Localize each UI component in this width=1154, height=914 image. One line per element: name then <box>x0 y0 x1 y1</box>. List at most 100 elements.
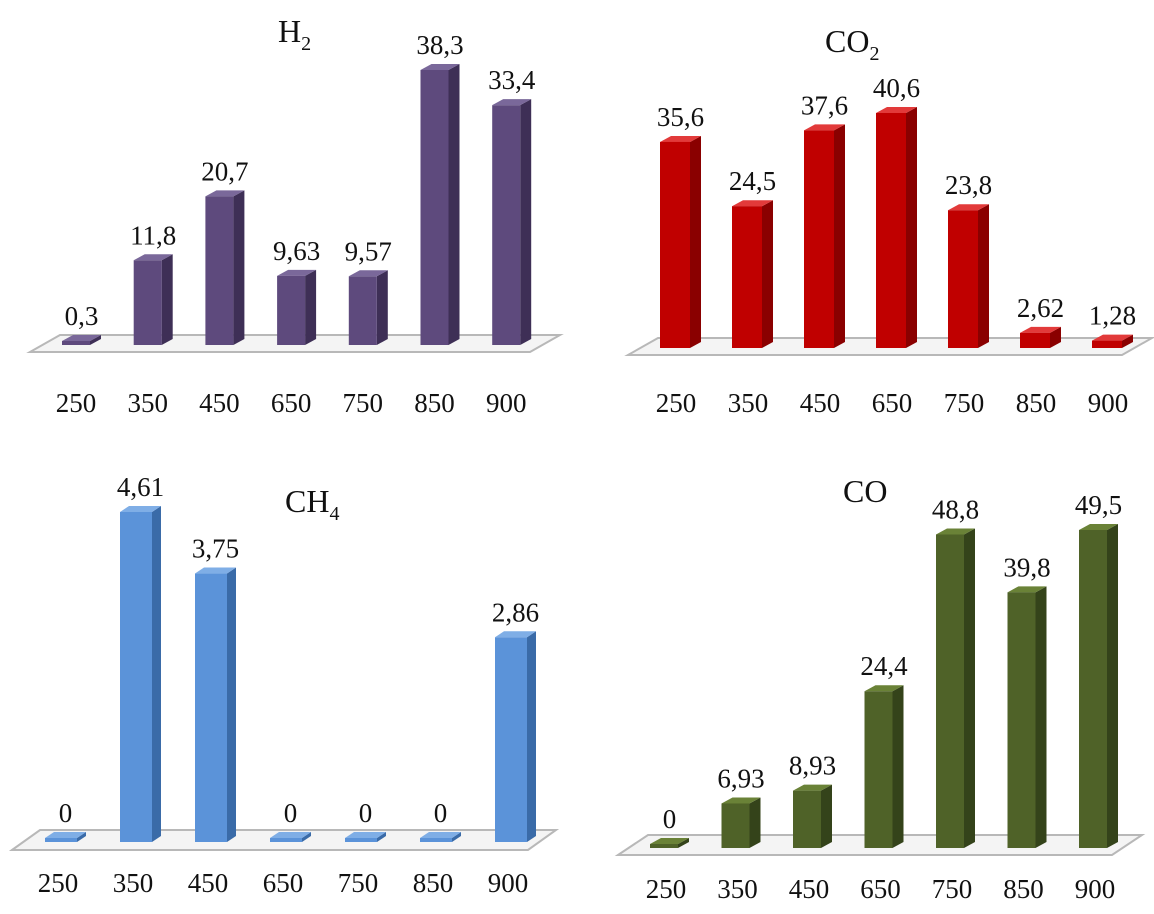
chart-title: CO <box>843 473 887 509</box>
bar-side-face <box>520 99 532 345</box>
bar-900 <box>1079 524 1118 848</box>
bar-top-face <box>721 797 761 804</box>
bar-side-face <box>1035 586 1047 848</box>
data-label: 20,7 <box>201 156 248 186</box>
bar-side-face <box>821 784 832 848</box>
bar-850 <box>420 832 461 842</box>
chart-title: CO2 <box>825 23 879 65</box>
data-label: 37,6 <box>801 90 848 120</box>
x-tick-label: 850 <box>413 868 454 898</box>
bar-side-face <box>1122 334 1133 348</box>
data-label: 23,8 <box>945 170 992 200</box>
bar-top-face <box>495 631 536 638</box>
chart-panel-2: CO2 35,6 250 24,5 350 37,6 450 40,6 650 23,8 750 2,… <box>624 23 1154 418</box>
bar-top-face <box>650 838 689 844</box>
bar-top-face <box>420 832 461 838</box>
bar-front-face <box>62 341 90 345</box>
data-label: 6,93 <box>717 763 764 793</box>
x-tick-label: 750 <box>343 388 384 418</box>
bar-side-face <box>448 64 460 345</box>
bar-top-face <box>348 270 388 277</box>
data-label: 24,5 <box>729 166 776 196</box>
x-tick-label: 650 <box>271 388 312 418</box>
bar-900 <box>492 99 532 345</box>
x-tick-label: 750 <box>932 874 973 904</box>
data-label: 0 <box>663 804 677 834</box>
data-label: 9,63 <box>273 236 320 266</box>
bar-front-face <box>793 790 821 848</box>
bar-front-face <box>660 141 690 348</box>
bar-top-face <box>1007 586 1047 593</box>
chart-title-main: CO <box>825 23 869 59</box>
bar-750 <box>348 270 388 345</box>
bar-250 <box>660 135 701 348</box>
bar-front-face <box>120 512 152 842</box>
bar-850 <box>1007 586 1047 848</box>
data-label: 2,62 <box>1017 293 1064 323</box>
data-label: 39,8 <box>1003 552 1050 582</box>
bar-450 <box>195 567 236 842</box>
data-label: 24,4 <box>860 651 908 681</box>
data-label: 4,61 <box>117 472 164 502</box>
data-label: 33,4 <box>488 65 536 95</box>
bar-top-face <box>1092 334 1133 341</box>
bar-350 <box>732 200 773 348</box>
bar-450 <box>804 124 845 348</box>
bar-top-face <box>876 107 917 113</box>
bar-side-face <box>305 269 317 345</box>
bar-top-face <box>133 254 173 261</box>
bar-side-face <box>302 832 311 842</box>
data-label: 38,3 <box>416 30 463 60</box>
bar-front-face <box>45 838 77 842</box>
bar-side-face <box>161 254 173 345</box>
bar-front-face <box>1020 332 1050 348</box>
bar-250 <box>650 838 689 848</box>
bar-front-face <box>205 196 234 345</box>
bar-front-face <box>345 838 377 842</box>
bar-top-face <box>45 832 86 838</box>
bar-250 <box>62 335 101 345</box>
data-label: 0,3 <box>65 301 99 331</box>
chart-title-subscript: 4 <box>329 503 339 525</box>
x-tick-label: 750 <box>338 868 379 898</box>
bar-side-face <box>527 631 536 842</box>
x-tick-label: 250 <box>656 388 697 418</box>
bar-front-face <box>732 206 762 348</box>
data-label: 9,57 <box>345 236 392 266</box>
bar-top-face <box>1020 326 1061 333</box>
bar-top-face <box>660 135 701 142</box>
data-label: 1,28 <box>1089 301 1136 331</box>
bar-side-face <box>152 506 161 842</box>
bar-front-face <box>1007 592 1036 848</box>
x-tick-label: 650 <box>860 874 901 904</box>
bar-top-face <box>345 832 386 838</box>
chart-title-main: CO <box>843 473 887 509</box>
bar-top-face <box>864 685 904 692</box>
bar-front-face <box>864 691 893 848</box>
bar-front-face <box>348 276 377 345</box>
bar-side-face <box>90 335 101 345</box>
data-label: 0 <box>434 798 448 828</box>
chart-panel-1: H2 0,3 250 11,8 350 20,7 450 9,63 650 9,57 750 38,3… <box>26 13 564 418</box>
bar-250 <box>45 832 86 842</box>
x-tick-label: 900 <box>488 868 529 898</box>
x-tick-label: 650 <box>263 868 304 898</box>
bar-850 <box>420 64 460 345</box>
chart-title-subscript: 2 <box>869 43 879 65</box>
bar-side-face <box>377 832 386 842</box>
bar-front-face <box>936 534 964 848</box>
data-label: 0 <box>284 798 298 828</box>
x-tick-label: 900 <box>486 388 527 418</box>
bar-side-face <box>690 135 701 348</box>
data-label: 40,6 <box>873 73 920 103</box>
bar-side-face <box>1107 524 1118 848</box>
bar-front-face <box>721 803 750 848</box>
bar-top-face <box>62 335 101 341</box>
bar-side-face <box>678 838 689 848</box>
data-label: 0 <box>59 798 73 828</box>
x-tick-label: 350 <box>728 388 769 418</box>
bar-top-face <box>732 200 773 207</box>
bar-side-face <box>1050 326 1061 348</box>
data-label: 3,75 <box>192 534 239 564</box>
